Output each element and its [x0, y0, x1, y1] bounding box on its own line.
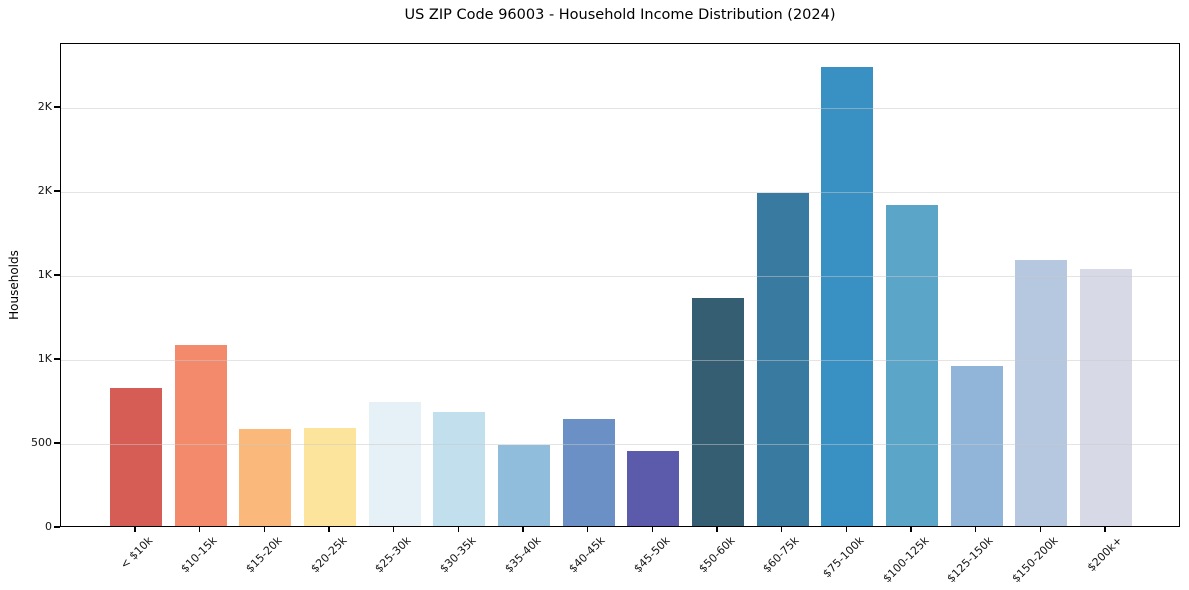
y-tick-label: 500: [31, 436, 52, 449]
x-tick-label: $100-125k: [880, 534, 932, 586]
bar-11: [821, 66, 874, 526]
y-tick-mark: [54, 106, 60, 108]
y-tick-label: 0: [45, 520, 52, 533]
x-tick-mark: [1104, 527, 1106, 532]
x-tick-label: $150-200k: [1009, 534, 1061, 586]
y-axis-label: Households: [7, 250, 21, 320]
y-tick-mark: [54, 190, 60, 192]
bar-10: [756, 193, 809, 526]
bars-layer: [61, 44, 1179, 526]
bar-1: [174, 344, 227, 526]
y-tick-label: 2K: [37, 100, 52, 113]
x-tick-mark: [845, 527, 848, 532]
bar-2: [239, 429, 292, 526]
y-tick-mark: [54, 358, 60, 360]
y-tick-mark: [54, 526, 60, 528]
y-tick-mark: [54, 442, 60, 444]
x-tick-mark: [328, 527, 330, 532]
x-tick-label: $15-20k: [243, 534, 285, 576]
x-tick-mark: [651, 527, 654, 532]
bar-4: [368, 401, 421, 526]
bar-7: [562, 419, 615, 526]
x-tick-mark: [522, 527, 524, 532]
x-tick-mark: [134, 527, 136, 532]
x-tick-label: $35-40k: [501, 534, 544, 576]
x-tick-mark: [457, 527, 460, 532]
x-tick-mark: [392, 527, 395, 532]
x-tick-label: $50-60k: [695, 534, 738, 576]
y-tick-mark: [54, 274, 60, 276]
x-tick-label: $75-100k: [820, 534, 867, 581]
y-tick-label: 1K: [37, 352, 52, 365]
x-tick-mark: [586, 527, 589, 532]
x-tick-mark: [974, 527, 977, 532]
x-tick-mark: [198, 527, 201, 532]
x-tick-label: $200k+: [1085, 534, 1126, 575]
x-tick-mark: [910, 527, 912, 532]
plot-area: [60, 43, 1180, 527]
bar-13: [950, 366, 1003, 526]
x-tick-mark: [780, 527, 783, 532]
x-tick-label: $20-25k: [307, 534, 350, 576]
bar-14: [1015, 259, 1068, 526]
y-tick-label: 1K: [37, 268, 52, 281]
bar-12: [886, 205, 938, 526]
x-tick-label: $45-50k: [631, 534, 673, 576]
bar-8: [627, 451, 680, 526]
x-tick-label: $10-15k: [178, 534, 220, 576]
x-tick-mark: [1039, 527, 1042, 532]
x-tick-label: < $10k: [117, 534, 156, 572]
x-tick-mark: [716, 527, 718, 532]
chart-title: US ZIP Code 96003 - Household Income Dis…: [404, 7, 836, 23]
bar-15: [1080, 269, 1132, 526]
bar-9: [692, 298, 744, 526]
x-tick-mark: [263, 527, 266, 532]
x-tick-label: $125-150k: [944, 534, 996, 586]
x-tick-label: $30-35k: [437, 534, 479, 576]
bar-0: [110, 388, 162, 526]
x-tick-label: $25-30k: [372, 534, 414, 576]
x-tick-label: $40-45k: [566, 534, 608, 576]
y-tick-label: 2K: [37, 184, 52, 197]
bar-5: [433, 411, 486, 526]
x-tick-label: $60-75k: [760, 534, 802, 576]
bar-6: [498, 445, 550, 526]
bar-3: [304, 427, 356, 526]
